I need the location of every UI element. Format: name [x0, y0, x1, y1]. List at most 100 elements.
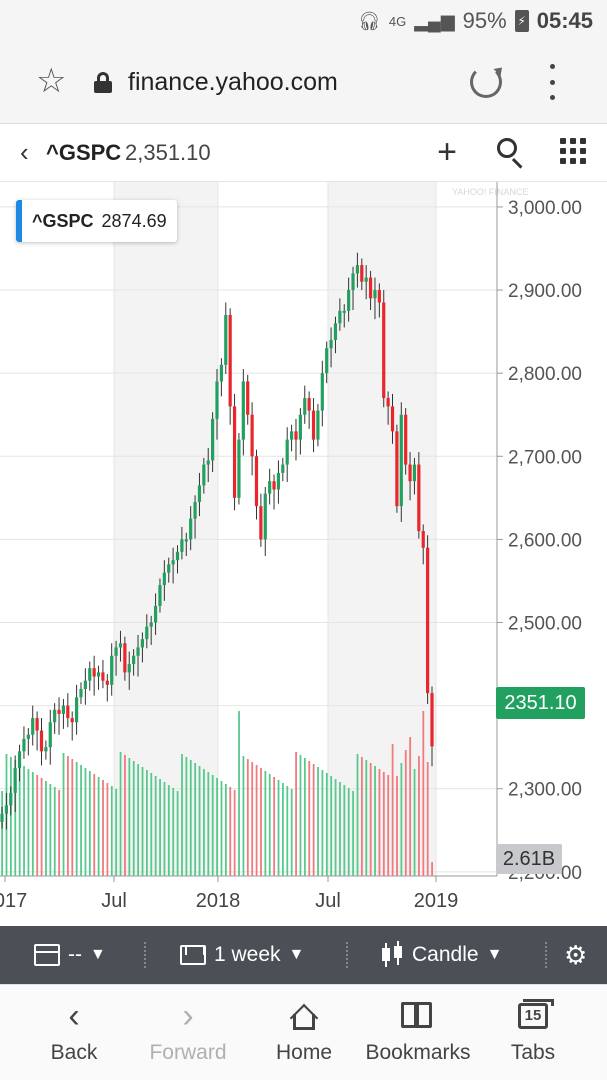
volume-bar [277, 780, 280, 876]
candle-body [254, 456, 259, 507]
home-button[interactable]: Home [244, 995, 364, 1075]
volume-bar [211, 775, 214, 876]
overflow-menu-icon[interactable] [545, 64, 559, 100]
candle-body [430, 693, 434, 747]
candle-body [272, 481, 276, 490]
candle-body [263, 493, 267, 540]
search-icon[interactable] [495, 136, 529, 170]
volume-bar [404, 750, 407, 876]
candle-body [158, 585, 162, 606]
candle-body [74, 697, 79, 723]
volume-bar [102, 780, 104, 876]
chevron-down-icon: ▼ [90, 946, 106, 963]
volume-bar [396, 776, 398, 876]
apps-grid-icon[interactable] [560, 138, 588, 166]
volume-bar [106, 783, 109, 876]
lock-icon[interactable] [94, 72, 112, 93]
candle-body [127, 664, 131, 673]
volume-bar [198, 766, 201, 876]
volume-bar [321, 770, 324, 876]
volume-bar [36, 775, 39, 876]
add-to-watchlist-button[interactable]: + [437, 133, 457, 171]
volume-bar [27, 769, 30, 876]
candle-body [35, 718, 39, 731]
candle-body [320, 373, 324, 411]
candlestick-icon [382, 941, 404, 969]
volume-bar [128, 758, 131, 876]
candle-body [4, 805, 8, 814]
toolbar-divider [144, 942, 146, 968]
volume-tag: 2.61B [496, 844, 562, 874]
volume-bar [400, 763, 403, 876]
back-chevron-icon[interactable]: ‹ [20, 137, 29, 167]
volume-bar [1, 791, 3, 876]
chart-canvas[interactable]: 3,000.00 2,900.00 2,800.00 2,700.00 2,600.00… [0, 182, 607, 926]
back-button[interactable]: ‹ Back [14, 995, 134, 1075]
tabs-button[interactable]: 15 Tabs [473, 995, 593, 1075]
volume-bar [317, 767, 319, 876]
bookmarks-button[interactable]: Bookmarks [358, 995, 478, 1075]
browser-bottom-nav: ‹ Back › Forward Home Bookmarks 15 Tabs [0, 984, 607, 1080]
candle-body [132, 655, 136, 665]
bookmark-star-icon[interactable]: ☆ [36, 62, 67, 100]
ticker-header: ‹ ^GSPC 2,351.10 + [0, 124, 607, 182]
date-range-value: -- [68, 943, 82, 966]
ticker-price: 2,351.10 [125, 140, 211, 165]
status-icons: 🎧︎ 4G ▂▄▆ 95% 05:45 [358, 6, 593, 36]
volume-bar [360, 757, 363, 876]
volume-bar [352, 791, 355, 876]
volume-bar [308, 761, 311, 876]
volume-bar [141, 767, 144, 876]
volume-bar [347, 788, 350, 876]
chart-type-value: Candle [412, 943, 479, 966]
toolbar-divider [346, 942, 348, 968]
volume-bar [374, 766, 376, 876]
battery-icon [514, 10, 529, 32]
volume-bar [150, 773, 153, 876]
candle-body [408, 464, 412, 482]
date-range-selector[interactable]: -- ▼ [34, 926, 106, 984]
url-field[interactable]: finance.yahoo.com [128, 68, 338, 96]
volume-bar [413, 769, 416, 876]
volume-bar [71, 759, 74, 876]
volume-bar [260, 768, 262, 876]
candle-body [193, 501, 197, 519]
candle-body [250, 414, 254, 457]
candle-body [276, 472, 281, 490]
price-chart[interactable]: 3,000.00 2,900.00 2,800.00 2,700.00 2,600.00… [0, 182, 607, 926]
candle-body [237, 439, 241, 498]
chart-type-selector[interactable]: Candle ▼ [382, 926, 502, 984]
candle-body [219, 364, 223, 382]
home-icon [289, 1002, 319, 1033]
candle-body [399, 414, 403, 507]
candle-body [39, 730, 44, 752]
volume-bar [115, 789, 118, 876]
candle-body [105, 680, 109, 685]
candle-body [101, 672, 105, 681]
y-tick-label: 2,700.00 [508, 447, 582, 468]
volume-bar [23, 766, 25, 876]
candle-body [373, 290, 377, 299]
chart-band [114, 182, 218, 876]
candle-body [110, 655, 114, 685]
browser-url-bar: ☆ finance.yahoo.com [0, 42, 607, 124]
candle-body [211, 418, 215, 461]
volume-bar [75, 762, 78, 876]
crosshair-tooltip: ^GSPC 2874.69 [16, 200, 177, 242]
volume-bar [303, 758, 306, 876]
candle-body [153, 605, 158, 623]
candle-body [347, 290, 351, 311]
interval-selector[interactable]: 1 week ▼ [180, 926, 304, 984]
candle-body [9, 792, 13, 806]
forward-button[interactable]: › Forward [128, 995, 248, 1075]
candle-body [114, 647, 118, 656]
volume-bar [194, 763, 197, 876]
y-tick-label: 2,900.00 [508, 281, 582, 302]
reload-icon[interactable] [470, 66, 502, 98]
volume-bar [282, 783, 284, 876]
volume-bar [431, 862, 433, 876]
candle-body [342, 310, 346, 313]
volume-bar [216, 778, 218, 876]
chart-settings-button[interactable]: ⚙ [564, 926, 587, 984]
volume-bar [238, 711, 240, 876]
